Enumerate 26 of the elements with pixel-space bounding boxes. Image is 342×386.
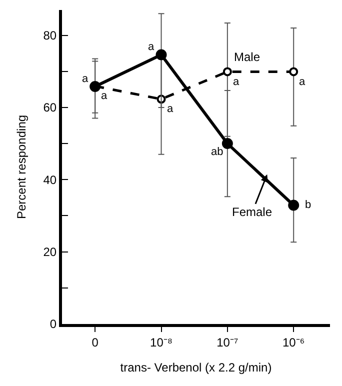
series-label: Female	[232, 205, 272, 219]
x-tick-label: 10⁻⁸	[150, 335, 172, 350]
y-tick-label: 40	[43, 172, 57, 187]
y-tick-label: 80	[43, 28, 57, 42]
y-tick-label: 60	[43, 100, 57, 115]
annotation: a	[82, 73, 89, 85]
series-label: Male	[234, 50, 260, 64]
annotation: a	[167, 103, 174, 115]
annotation: a	[101, 90, 108, 102]
x-tick-label: 0	[92, 335, 99, 350]
y-axis-title: Percent responding	[14, 114, 29, 220]
annotation: ab	[211, 146, 224, 158]
x-axis-title: trans- Verbenol (x 2.2 g/min)	[120, 360, 272, 374]
y-tick-label: 20	[43, 245, 57, 260]
annotation: a	[233, 76, 240, 88]
point	[222, 138, 233, 150]
point	[156, 49, 167, 60]
point	[289, 67, 298, 76]
point	[222, 67, 232, 76]
x-tick-label: 10⁻⁷	[216, 335, 238, 350]
x-tick-label: 10⁻⁶	[282, 335, 305, 350]
annotation: a	[148, 41, 155, 53]
y-tick-label: 0	[50, 317, 57, 332]
annotation: b	[305, 199, 312, 211]
point	[288, 200, 300, 211]
annotation: a	[299, 76, 306, 88]
